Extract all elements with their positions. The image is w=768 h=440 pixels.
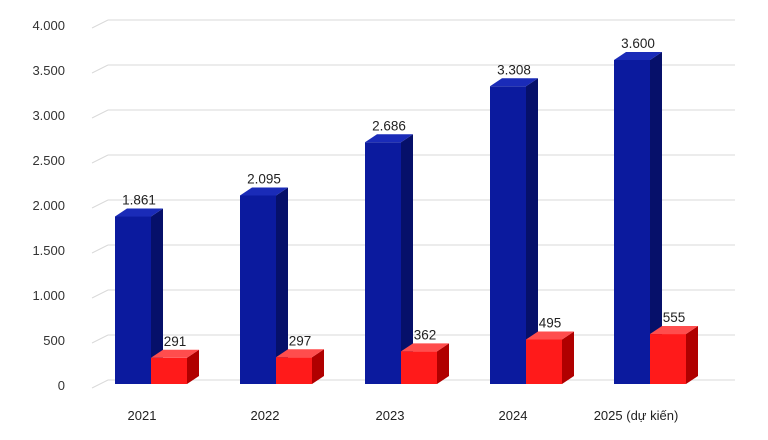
- x-tick-label: 2025 (dự kiến): [594, 408, 679, 423]
- bar-series-0-front: [365, 142, 401, 384]
- bars: [115, 52, 698, 384]
- bar-series-0-side: [151, 208, 163, 384]
- gridline-diag: [91, 109, 109, 119]
- y-tick-label: 2.500: [32, 153, 65, 168]
- bar-series-1: [276, 349, 324, 384]
- y-tick-label: 4.000: [32, 18, 65, 33]
- bar-series-1: [526, 331, 574, 384]
- data-label-series-0: 2.095: [247, 171, 281, 186]
- data-label-series-1: 291: [164, 334, 187, 349]
- y-tick-label: 3.500: [32, 63, 65, 78]
- gridline-diag: [91, 19, 109, 29]
- bar-series-0-top: [115, 208, 163, 217]
- bar-series-1: [151, 349, 199, 384]
- gridline-diag: [91, 154, 109, 164]
- bar-series-1-top: [276, 349, 324, 358]
- gridline-diag: [91, 199, 109, 209]
- bar-series-0-side: [650, 52, 662, 384]
- bar-series-0-side: [276, 187, 288, 384]
- y-tick-label: 2.000: [32, 198, 65, 213]
- data-label-series-0: 3.600: [621, 36, 655, 51]
- bar-series-1-side: [312, 349, 324, 384]
- bar-series-0: [365, 134, 413, 384]
- data-label-series-1: 297: [289, 333, 312, 348]
- bar-series-1-top: [650, 326, 698, 335]
- gridline-diag: [91, 64, 109, 74]
- x-tick-label: 2024: [499, 408, 528, 423]
- bar-series-0-front: [115, 216, 151, 384]
- bar-series-0: [240, 187, 288, 384]
- bar-series-1-side: [562, 331, 574, 384]
- gridline-diag: [91, 379, 109, 389]
- bar-series-0: [490, 78, 538, 384]
- bar-series-0-top: [490, 78, 538, 87]
- x-tick-label: 2021: [128, 408, 157, 423]
- x-tick-label: 2023: [376, 408, 405, 423]
- bar-series-1: [401, 343, 449, 384]
- bar-series-0-front: [614, 60, 650, 384]
- bar-series-1-top: [151, 349, 199, 358]
- x-tick-label: 2022: [251, 408, 280, 423]
- bar-series-1-front: [650, 334, 686, 384]
- bar-series-0-front: [490, 86, 526, 384]
- bar-series-1-front: [401, 351, 437, 384]
- bar-series-1-side: [686, 326, 698, 384]
- y-tick-label: 500: [43, 333, 65, 348]
- data-label-series-1: 555: [663, 310, 686, 325]
- data-label-series-0: 1.861: [122, 193, 156, 208]
- bar-series-0-top: [365, 134, 413, 143]
- y-axis-ticks: 0 500 1.000 1.500 2.000 2.500 3.000 3.500 4.000: [32, 18, 65, 393]
- x-axis-ticks: 2021 2022 2023 2024 2025 (dự kiến): [128, 408, 679, 423]
- bar-series-0: [614, 52, 662, 384]
- data-label-series-1: 362: [414, 327, 437, 342]
- y-tick-label: 1.500: [32, 243, 65, 258]
- bar-series-1: [650, 326, 698, 384]
- bar-series-1-front: [151, 357, 187, 384]
- bar-series-0-side: [526, 78, 538, 384]
- bar-series-0-top: [614, 52, 662, 60]
- y-tick-label: 0: [58, 378, 65, 393]
- gridline-diag: [91, 289, 109, 299]
- bar-series-1-side: [437, 343, 449, 384]
- bar-series-0-top: [240, 187, 288, 196]
- gridline-diag: [91, 244, 109, 254]
- data-label-series-0: 2.686: [372, 118, 406, 133]
- bar-series-0-front: [240, 195, 276, 384]
- data-labels: 1.861 291 2.095 297 2.686 362 3.308 495 3.600 555: [122, 36, 685, 349]
- bar-series-1-top: [401, 343, 449, 352]
- bar-series-1-top: [526, 331, 574, 340]
- bar-series-0: [115, 208, 163, 384]
- bar-series-0-side: [401, 134, 413, 384]
- bar-series-1-side: [187, 349, 199, 384]
- data-label-series-0: 3.308: [497, 62, 531, 77]
- data-label-series-1: 495: [539, 315, 562, 330]
- bar-series-1-front: [276, 357, 312, 384]
- y-tick-label: 3.000: [32, 108, 65, 123]
- bar-series-1-front: [526, 339, 562, 384]
- y-tick-label: 1.000: [32, 288, 65, 303]
- gridline-diag: [91, 334, 109, 344]
